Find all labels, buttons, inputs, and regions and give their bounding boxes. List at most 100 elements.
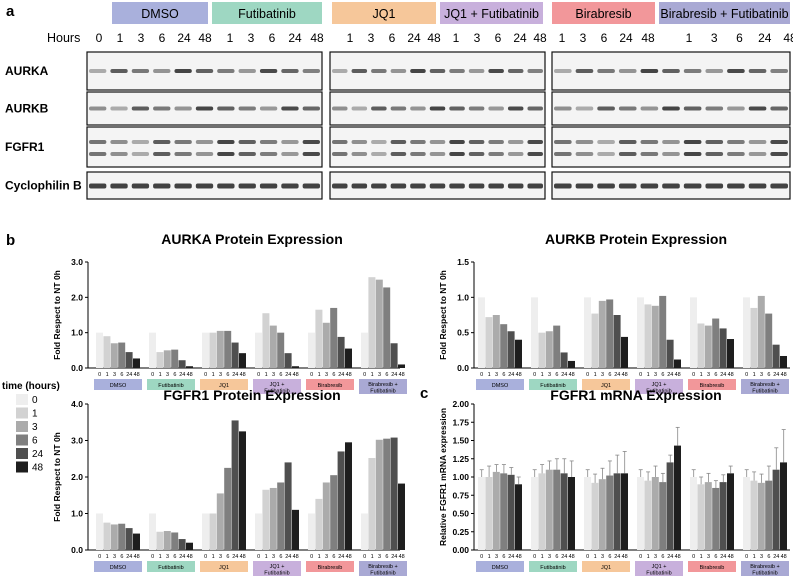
bar [156,531,164,550]
blot-band [217,152,235,156]
bar [171,349,179,368]
y-tick-label: 2.00 [452,399,469,409]
blot-group-header [552,2,655,24]
hour-tick-label: 1 [753,554,756,560]
hour-tick-label: 0 [639,372,642,378]
group-label: JQ1 + [652,564,667,570]
blot-band [174,69,192,73]
blot-band [195,140,214,144]
bar [568,360,575,368]
blot-band [618,183,637,189]
legend-swatch [16,434,28,446]
group-label-box [529,379,577,390]
hour-tick: 3 [474,31,481,45]
hour-tick-label: 0 [363,372,366,378]
bar [727,339,734,368]
blot-group-label: Futibatinib [238,7,296,21]
y-tick-label: 0.0 [71,545,83,555]
bar [697,323,705,368]
blot-band [705,106,724,111]
hour-tick-label: 6 [767,554,770,560]
blot-group-label: Birabresib + Futibatinib [660,7,788,21]
group-label: JQ1 + [270,382,285,388]
hour-tick-label: 6 [555,554,558,560]
hour-tick-label: 1 [318,372,321,378]
group-label: Futibatinib [158,383,183,389]
hour-tick-label: 24 [391,372,397,378]
hour-tick-label: 3 [495,372,498,378]
y-tick-label: 0.0 [71,363,83,373]
blot-band [705,69,724,73]
hour-tick-label: 48 [399,554,405,560]
hour-tick-label: 6 [714,372,717,378]
bar-chart: AURKA Protein Expression 0.0 1.0 2.0 3.0 Fold… [52,231,407,395]
bar [704,325,712,368]
blot-band [662,69,680,73]
group-label: Birabresib + [750,564,780,570]
blot-box [86,126,323,168]
bar [103,336,111,368]
bar [398,364,405,368]
blot-band [351,152,368,156]
panel-label-b: b [6,232,15,249]
hour-tick-label: 24 [773,554,779,560]
blot-band [468,183,485,189]
bar [613,315,621,368]
legend-label: 1 [32,409,38,420]
bar [538,332,546,368]
hour-tick-label: 24 [232,554,238,560]
y-tick-label: 1.00 [452,472,469,482]
hour-tick-label: 6 [661,554,664,560]
hour-tick: 1 [559,31,566,45]
hour-tick-label: 1 [371,372,374,378]
blot-group-label: Birabresib [575,7,631,21]
bar [545,331,553,368]
legend-label: 0 [32,395,38,406]
bar [361,332,368,368]
bar [712,487,720,550]
group-label-box [359,561,407,576]
blot-band [618,152,637,156]
group-label-box [582,561,630,572]
bar [118,342,126,368]
bar [507,331,515,368]
blot-band [238,106,256,111]
bar [560,352,568,368]
hour-tick: 1 [227,31,234,45]
bar [651,305,659,368]
blot-band [770,152,788,156]
hour-tick-label: 3 [601,372,604,378]
blot-band [238,69,256,73]
blot-band [259,183,278,189]
y-tick-label: 2.0 [71,472,83,482]
y-tick-label: 0.50 [452,509,469,519]
blot-band [153,69,171,73]
hour-tick-label: 6 [279,372,282,378]
hour-tick-label: 6 [661,372,664,378]
bar-chart: FGFR1 mRNA Expression 0.00 0.25 0.50 0.75 1.0… [438,387,790,577]
hour-tick-label: 0 [745,554,748,560]
blot-band [332,140,348,144]
hour-tick-label: 0 [480,372,483,378]
bar [515,484,522,550]
hour-tick-label: 1 [265,372,268,378]
blot-group-label: JQ1 + Futibatinib [444,7,539,21]
bar [507,474,515,550]
group-label-box [529,561,577,572]
blot-band [597,106,615,111]
blot-band [727,106,745,111]
hour-tick-label: 3 [760,372,763,378]
blot-band [89,183,107,189]
bar [375,279,383,368]
blot-band [727,140,745,144]
bar [478,477,485,550]
group-label-box [253,561,301,576]
hour-tick-label: 1 [594,554,597,560]
blot-band [468,152,485,156]
y-tick-label: 1.0 [71,328,83,338]
bar-chart: FGFR1 Protein Expression 0.0 1.0 2.0 3.0 4.0 F… [52,387,407,577]
blot-band [410,183,426,189]
blot-band [662,183,680,189]
blot-band [351,183,368,189]
blot-band [662,152,680,156]
